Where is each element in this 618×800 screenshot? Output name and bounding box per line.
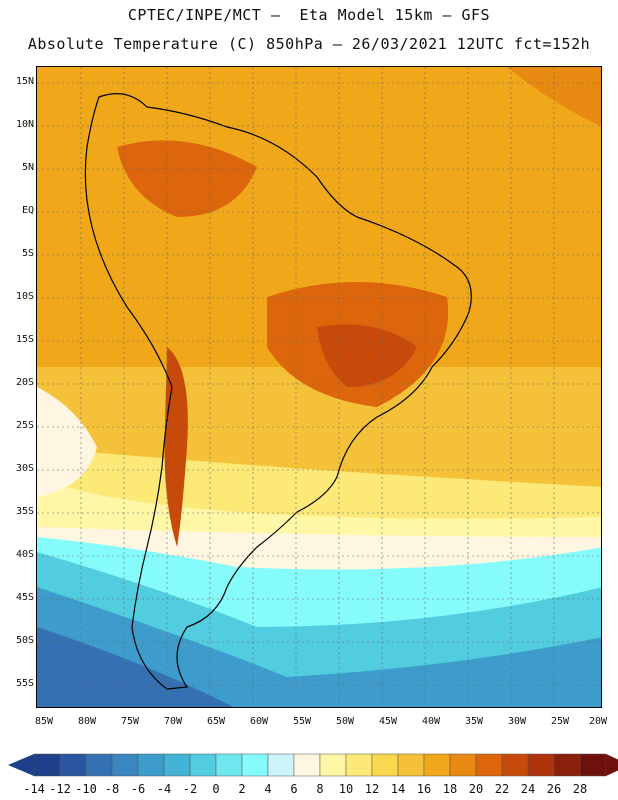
colorbar-label: 10 — [338, 782, 354, 796]
lat-label: 30S — [15, 463, 34, 474]
lat-label: 40S — [15, 549, 34, 560]
colorbar-swatch — [163, 753, 191, 777]
colorbar — [8, 753, 618, 777]
lon-label: 75W — [120, 716, 140, 727]
colorbar-swatch — [111, 753, 139, 777]
colorbar-label: 16 — [416, 782, 432, 796]
colorbar-swatch — [553, 753, 581, 777]
field-hot-north — [117, 140, 257, 217]
lon-label: 25W — [550, 716, 570, 727]
colorbar-label: 26 — [546, 782, 562, 796]
colorbar-label: 2 — [238, 782, 246, 796]
lat-label: 25S — [15, 420, 34, 431]
lon-label: 20W — [588, 716, 608, 727]
colorbar-label: 18 — [442, 782, 458, 796]
temperature-map — [36, 66, 602, 708]
colorbar-label: -10 — [75, 782, 97, 796]
lat-label: 5S — [21, 248, 34, 259]
lon-label: 85W — [34, 716, 54, 727]
colorbar-label: -8 — [104, 782, 120, 796]
lat-label: 55S — [15, 678, 34, 689]
colorbar-max-arrow — [606, 754, 618, 776]
colorbar-label: 14 — [390, 782, 406, 796]
lon-label: 55W — [292, 716, 312, 727]
lon-label: 80W — [77, 716, 97, 727]
colorbar-label: 6 — [290, 782, 298, 796]
colorbar-label: 24 — [520, 782, 536, 796]
lon-label: 40W — [421, 716, 441, 727]
colorbar-label: 12 — [364, 782, 380, 796]
field-warm-ne — [507, 67, 601, 127]
colorbar-swatch — [475, 753, 503, 777]
lat-label: 5N — [21, 162, 34, 173]
colorbar-swatch — [501, 753, 529, 777]
colorbar-label: 0 — [212, 782, 220, 796]
lon-label: 45W — [378, 716, 398, 727]
colorbar-swatch — [527, 753, 555, 777]
colorbar-swatch — [33, 753, 61, 777]
field-hotter-brazil — [317, 324, 417, 387]
lon-label: 70W — [163, 716, 183, 727]
colorbar-swatch — [423, 753, 451, 777]
colorbar-swatch — [85, 753, 113, 777]
lat-label: 10N — [15, 119, 34, 130]
colorbar-label: -2 — [182, 782, 198, 796]
colorbar-label: 28 — [572, 782, 588, 796]
field-coast-cool — [37, 387, 97, 497]
field-blue-band — [37, 587, 601, 707]
colorbar-swatch — [215, 753, 243, 777]
colorbar-label: -4 — [156, 782, 172, 796]
lon-label: 30W — [507, 716, 527, 727]
colorbar-swatch — [241, 753, 269, 777]
lat-label: EQ — [21, 205, 34, 216]
continent-outline — [84, 93, 472, 690]
colorbar-label: 20 — [468, 782, 484, 796]
graticule — [37, 67, 601, 707]
colorbar-swatch — [267, 753, 295, 777]
lat-label: 35S — [15, 506, 34, 517]
lon-label: 65W — [206, 716, 226, 727]
colorbar-label: 4 — [264, 782, 272, 796]
colorbar-swatch — [579, 753, 607, 777]
colorbar-label: -14 — [23, 782, 45, 796]
lon-label: 50W — [335, 716, 355, 727]
colorbar-label: -6 — [130, 782, 146, 796]
lon-label: 60W — [249, 716, 269, 727]
colorbar-swatch — [371, 753, 399, 777]
lat-label: 10S — [15, 291, 34, 302]
colorbar-min-arrow — [8, 754, 34, 776]
colorbar-label: -12 — [49, 782, 71, 796]
colorbar-swatch — [319, 753, 347, 777]
colorbar-swatch — [137, 753, 165, 777]
map-title: CPTEC/INPE/MCT – Eta Model 15km – GFS — [127, 6, 491, 24]
lat-label: 15S — [15, 334, 34, 345]
lat-label: 15N — [15, 76, 34, 87]
colorbar-label: 8 — [316, 782, 324, 796]
map-subtitle: Absolute Temperature (C) 850hPa – 26/03/… — [27, 35, 591, 53]
colorbar-swatch — [59, 753, 87, 777]
colorbar-swatch — [397, 753, 425, 777]
colorbar-swatch — [293, 753, 321, 777]
lon-label: 35W — [464, 716, 484, 727]
lat-label: 50S — [15, 635, 34, 646]
colorbar-swatch — [189, 753, 217, 777]
colorbar-swatch — [449, 753, 477, 777]
lat-label: 45S — [15, 592, 34, 603]
lat-label: 20S — [15, 377, 34, 388]
colorbar-swatch — [345, 753, 373, 777]
colorbar-label: 22 — [494, 782, 510, 796]
